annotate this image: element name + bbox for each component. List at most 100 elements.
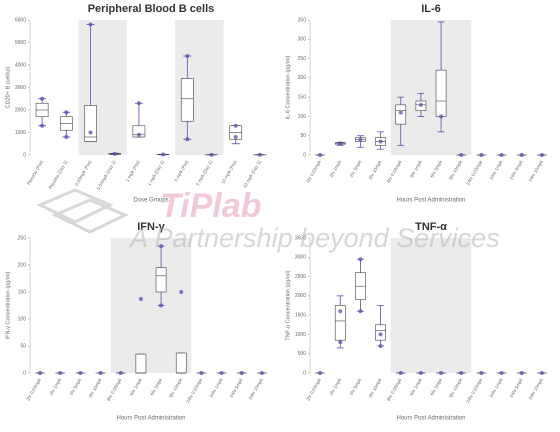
y-axis-title: CD20+ B (cell/ul) [5,66,11,108]
x-tick-label: 2hr 1mpk [328,159,342,178]
chart-title: TNF-α [415,221,447,233]
x-axis-title: Hours Post Administration [396,416,465,422]
x-tick-label: 24hr 10mpk [528,377,545,401]
y-tick-label: 2500 [295,274,306,280]
data-point [338,340,343,345]
data-point [398,110,403,115]
y-tick-label: 300 [298,37,307,43]
x-tick-label: 24hr 5mpk [509,159,524,181]
x-tick-label: 2hr 0.03mpk [25,377,42,402]
data-point [138,297,143,302]
x-tick-label: 5 mpk (Pre) [173,159,189,182]
y-axis-title: TNF-α Concentration (pg/ml) [285,270,291,340]
x-tick-label: 2hr 5mpk [349,159,363,178]
x-tick-label: 6hr 10mpk [448,159,463,181]
data-point [209,152,214,157]
shade-band [410,238,431,373]
data-point [378,139,383,144]
y-tick-label: 3000 [15,85,26,91]
data-point [88,130,93,135]
data-point [439,114,444,119]
data-point [239,371,244,375]
x-tick-label: 2hr 10mpk [88,377,103,399]
data-point [418,371,423,375]
x-axis-title: Hours Post Administration [396,198,465,204]
x-tick-label: 2hr 1mpk [48,377,62,396]
data-point [499,371,504,375]
x-tick-label: 6hr 1mpk [129,377,143,396]
data-point [136,101,141,106]
x-tick-label: 6hr 1mpk [409,159,423,178]
x-tick-label: 24hr 0.03mpk [185,377,203,404]
x-tick-label: 6hr 5mpk [429,377,443,396]
watermark-tagline: A Partnership beyond Services [128,223,500,253]
x-tick-label: 6hr 0.03mpk [386,377,403,402]
data-point [118,371,123,375]
x-tick-label: 24hr 10mpk [248,377,265,401]
x-tick-label: Placebo (Pre) [26,159,44,186]
y-tick-label: 3500 [295,235,306,241]
y-tick-label: 50 [20,343,26,349]
y-tick-label: 100 [18,316,27,322]
y-tick-label: 3000 [295,255,306,261]
y-tick-label: 1000 [295,332,306,338]
shade-band [451,238,472,373]
x-tick-label: 1 mpk (Pre) [125,159,141,182]
data-point [499,153,504,157]
logo [36,188,129,234]
shade-band [390,238,411,373]
chart-title: IL-6 [421,3,441,15]
data-point [257,152,262,157]
x-tick-label: 24hr 5mpk [509,377,524,399]
x-tick-label: 2hr 0.03mpk [305,159,322,184]
y-tick-label: 0 [23,370,26,376]
y-tick-label: 2000 [295,293,306,299]
data-point [179,290,184,294]
y-tick-label: 0 [23,152,26,158]
data-point [40,123,45,128]
y-tick-label: 250 [298,56,307,62]
x-tick-label: 2hr 5mpk [349,377,363,396]
data-point [64,110,69,115]
data-point [439,371,444,375]
x-tick-label: 1 mpk (Day 1) [147,159,166,186]
y-tick-label: 350 [298,17,307,23]
x-tick-label: 24hr 1mpk [489,377,504,399]
x-tick-label: 6hr 0.03mpk [386,159,403,184]
data-point [338,309,343,314]
x-tick-label: 2hr 1mpk [328,377,342,396]
y-tick-label: 200 [298,75,307,81]
box [135,353,147,374]
y-tick-label: 2000 [15,107,26,113]
data-point [98,371,103,375]
x-tick-label: 6hr 5mpk [429,159,443,178]
data-point [185,54,190,58]
box [84,105,97,142]
box [132,125,146,138]
shade-band [110,238,131,373]
box [175,352,187,374]
x-tick-label: 2hr 10mpk [368,159,383,181]
shade-band [410,20,431,155]
y-tick-label: 200 [18,262,27,268]
y-tick-label: 1000 [15,130,26,136]
box [180,78,194,122]
data-point [338,141,343,146]
y-tick-label: 1500 [295,312,306,318]
chart-title: IFN-γ [137,221,165,233]
x-tick-label: 5 mpk (Day 1) [195,159,214,186]
x-tick-label: 2hr 5mpk [69,377,83,396]
y-tick-label: 500 [298,351,307,357]
watermark: TiPlab A Partnership beyond Services [36,187,500,253]
data-point [318,153,323,157]
shade-band [199,20,224,155]
shade-band [171,238,192,373]
data-point [398,371,403,375]
x-tick-label: Placebo (Day 1) [48,159,69,190]
x-axis-title: Hours Post Administration [116,416,185,422]
x-tick-label: 24hr 1mpk [209,377,224,399]
x-tick-label: 10 mpk (Pre) [220,159,238,184]
data-point [459,153,464,157]
data-point [358,137,363,142]
data-point [233,135,238,139]
